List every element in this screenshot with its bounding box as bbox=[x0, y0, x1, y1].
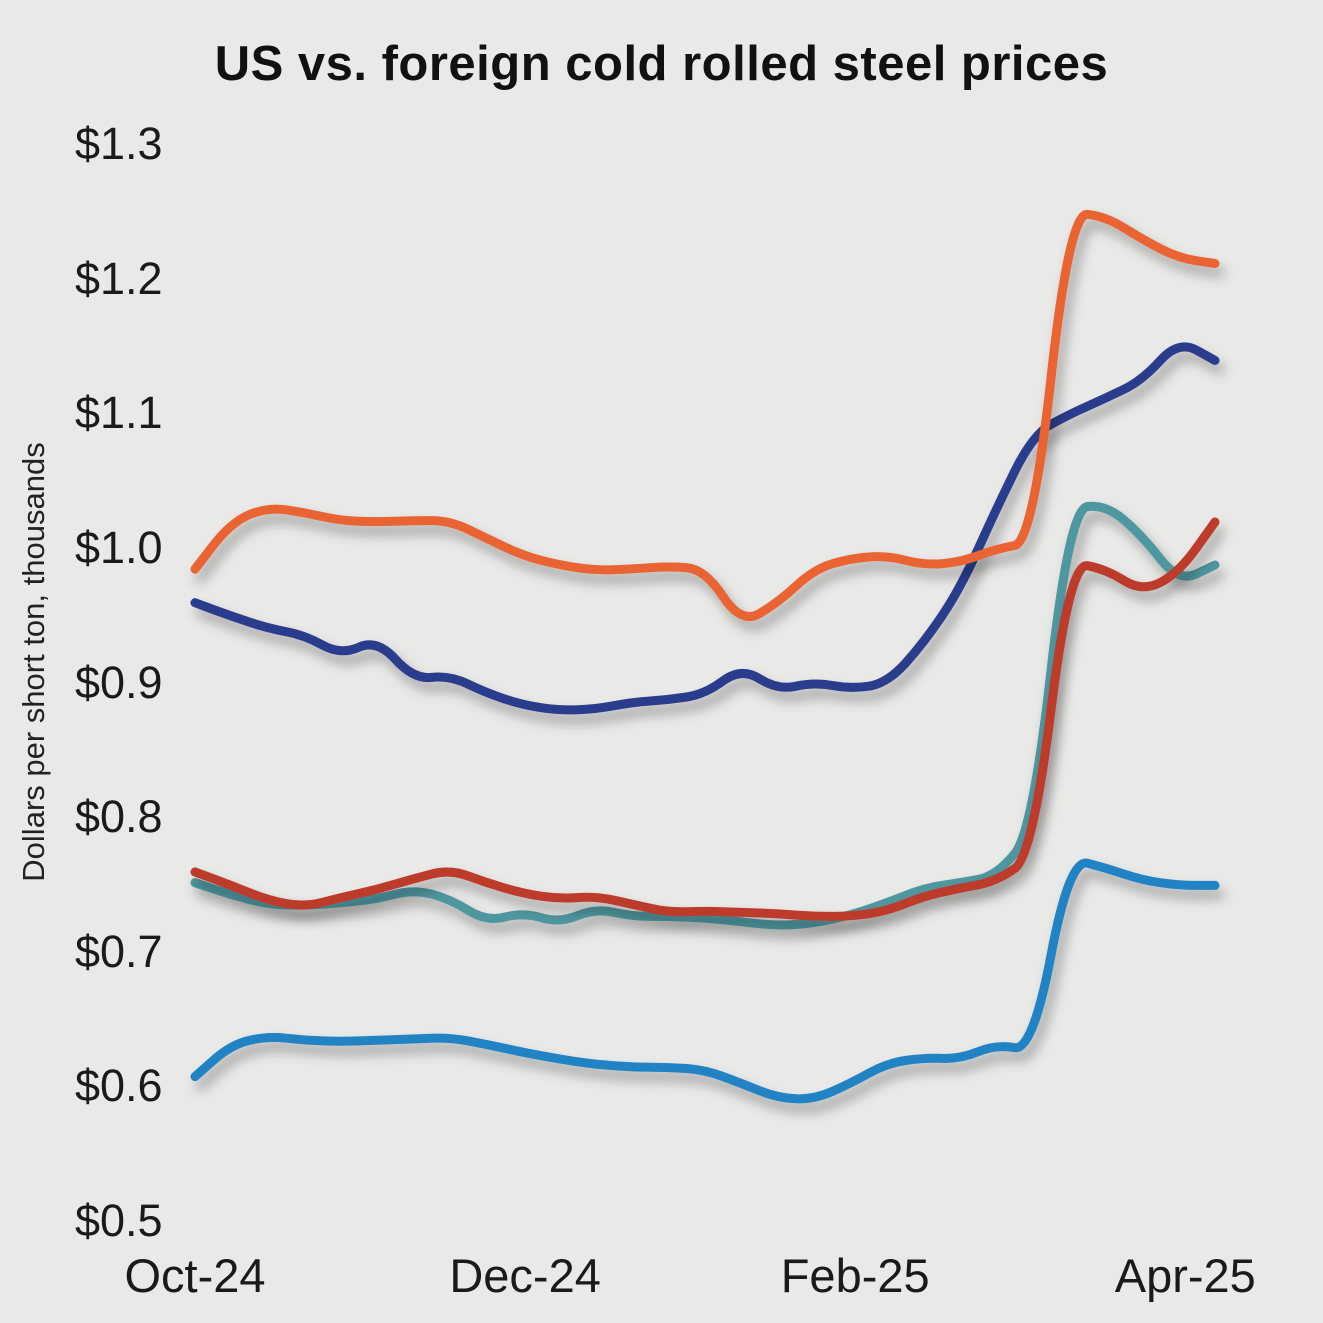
x-tick-label: Dec-24 bbox=[449, 1249, 601, 1302]
red-line bbox=[190, 517, 1220, 921]
blue-line bbox=[190, 858, 1220, 1104]
x-tick-label: Oct-24 bbox=[124, 1249, 266, 1302]
x-tick-label: Apr-25 bbox=[1114, 1249, 1256, 1302]
chart-title: US vs. foreign cold rolled steel prices bbox=[214, 37, 1109, 91]
navy-line bbox=[190, 342, 1220, 715]
y-tick-label: $0.7 bbox=[75, 925, 163, 977]
y-tick-label: $1.0 bbox=[75, 521, 163, 573]
x-tick-label: Feb-25 bbox=[780, 1249, 930, 1302]
orange-line bbox=[190, 209, 1220, 621]
y-tick-label: $0.9 bbox=[75, 656, 163, 708]
y-tick-label: $1.1 bbox=[75, 387, 163, 439]
y-tick-label: $1.3 bbox=[75, 118, 163, 169]
teal-line bbox=[190, 501, 1220, 930]
line-series-group bbox=[190, 209, 1220, 1104]
y-tick-label: $1.2 bbox=[75, 252, 163, 304]
y-tick-label: $0.8 bbox=[75, 791, 163, 843]
y-tick-label: $0.6 bbox=[75, 1060, 163, 1112]
y-tick-label: $0.5 bbox=[75, 1195, 163, 1246]
